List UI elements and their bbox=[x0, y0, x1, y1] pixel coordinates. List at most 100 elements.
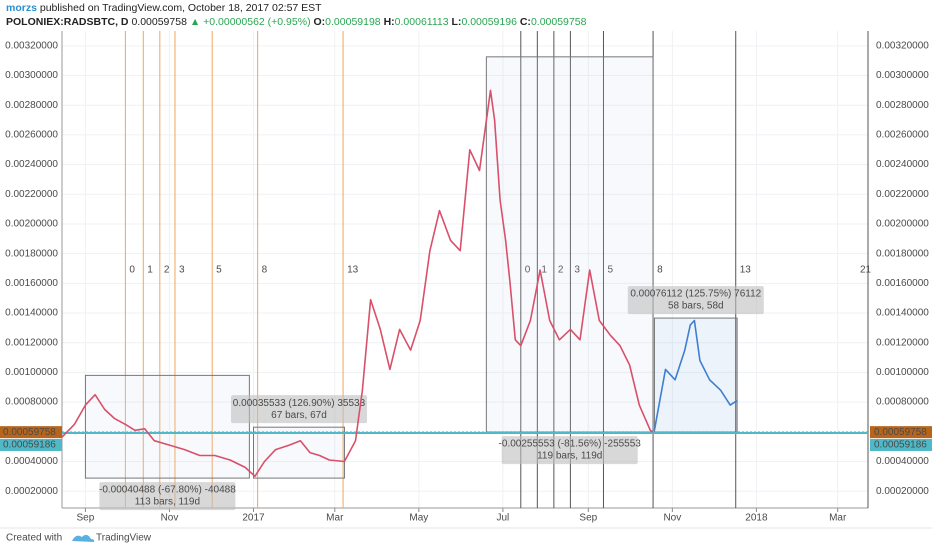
time-zone-label: 5 bbox=[216, 265, 222, 276]
x-tick-label: Nov bbox=[161, 513, 179, 524]
measure-label: 0.00035533 (126.90%) 35533 bbox=[233, 398, 366, 409]
time-zone-label: 21 bbox=[860, 265, 872, 276]
price-series bbox=[653, 319, 738, 431]
y-tick-label: 0.00120000 bbox=[5, 337, 58, 348]
x-tick-label: 2018 bbox=[745, 513, 768, 524]
price-tag-label: 0.00059758 bbox=[3, 427, 56, 438]
quote-line: POLONIEX:RADSBTC, D 0.00059758 ▲ +0.0000… bbox=[6, 16, 587, 28]
y-tick-label: 0.00100000 bbox=[5, 367, 58, 378]
y-tick-label-right: 0.00140000 bbox=[876, 308, 929, 319]
measure-label: 119 bars, 119d bbox=[537, 451, 602, 462]
x-tick-label: Sep bbox=[77, 513, 95, 524]
y-tick-label: 0.00300000 bbox=[5, 70, 58, 81]
y-tick-label: 0.00240000 bbox=[5, 159, 58, 170]
measure-label-bg bbox=[230, 395, 367, 424]
publish-line: morzs published on TradingView.com, Octo… bbox=[6, 2, 322, 14]
y-tick-label: 0.00260000 bbox=[5, 130, 58, 141]
tv-logo bbox=[72, 534, 95, 542]
measure-label: 58 bars, 58d bbox=[668, 301, 724, 312]
last-price: 0.00059758 bbox=[131, 16, 187, 28]
ohlc-h-label: H: bbox=[384, 16, 395, 28]
y-tick-label-right: 0.00040000 bbox=[876, 456, 929, 467]
ohlc-l: 0.00059196 bbox=[461, 16, 517, 28]
y-tick-label-right: 0.00180000 bbox=[876, 248, 929, 259]
price-tag bbox=[870, 426, 932, 439]
time-zone-label: 1 bbox=[147, 265, 153, 276]
x-tick-label: Nov bbox=[663, 513, 681, 524]
time-zone-label: 5 bbox=[607, 265, 613, 276]
measure-label-bg bbox=[627, 286, 764, 315]
y-tick-label-right: 0.00320000 bbox=[876, 40, 929, 51]
measure-label: 0.00076112 (125.75%) 76112 bbox=[630, 289, 761, 300]
time-zone-label: 3 bbox=[574, 265, 580, 276]
measure-box bbox=[485, 56, 654, 433]
y-tick-label-right: 0.00240000 bbox=[876, 159, 929, 170]
x-tick-label: May bbox=[409, 513, 428, 524]
price-tag-label: 0.00059186 bbox=[874, 440, 927, 451]
y-tick-label: 0.00040000 bbox=[5, 456, 58, 467]
measure-label: 113 bars, 119d bbox=[135, 497, 200, 508]
price-tag bbox=[870, 438, 932, 451]
plot-area: 0.00020000 0.00020000 0.00040000 0.00040000… bbox=[0, 31, 932, 524]
y-tick-label-right: 0.00100000 bbox=[876, 367, 929, 378]
ohlc-l-label: L: bbox=[452, 16, 462, 28]
measure-box bbox=[84, 374, 250, 479]
y-tick-label-right: 0.00080000 bbox=[876, 397, 929, 408]
y-tick-label-right: 0.00260000 bbox=[876, 130, 929, 141]
change: ▲ +0.00000562 (+0.95%) bbox=[190, 16, 311, 28]
y-tick-label-right: 0.00020000 bbox=[876, 486, 929, 497]
time-zone-label: 0 bbox=[129, 265, 135, 276]
ohlc-h: 0.00061113 bbox=[395, 16, 449, 28]
published: published on TradingView.com, October 18… bbox=[37, 2, 322, 14]
measure-label-bg bbox=[501, 436, 638, 465]
time-zone-label: 2 bbox=[558, 265, 564, 276]
ohlc-o-label: O: bbox=[314, 16, 326, 28]
brand[interactable]: TradingView bbox=[96, 533, 152, 544]
time-zone-label: 3 bbox=[179, 265, 185, 276]
author[interactable]: morzs bbox=[6, 2, 37, 14]
ohlc-c: 0.00059758 bbox=[531, 16, 587, 28]
y-tick-label-right: 0.00220000 bbox=[876, 189, 929, 200]
price-tag bbox=[0, 438, 62, 451]
y-tick-label-right: 0.00120000 bbox=[876, 337, 929, 348]
y-tick-label: 0.00220000 bbox=[5, 189, 58, 200]
y-tick-label: 0.00280000 bbox=[5, 100, 58, 111]
price-series bbox=[61, 89, 654, 478]
measure-label: -0.00040488 (-67.80%) -40488 bbox=[99, 485, 236, 496]
x-tick-label: Sep bbox=[579, 513, 597, 524]
y-tick-label-right: 0.00200000 bbox=[876, 219, 929, 230]
measure-label: -0.00255553 (-81.56%) -255553 bbox=[499, 439, 642, 450]
y-tick-label: 0.00160000 bbox=[5, 278, 58, 289]
measure-box bbox=[653, 317, 738, 433]
measure-label-bg bbox=[99, 482, 236, 511]
ohlc-o: 0.00059198 bbox=[325, 16, 381, 28]
x-tick-label: Mar bbox=[326, 513, 344, 524]
measure-box bbox=[253, 426, 345, 479]
time-zone-label: 13 bbox=[740, 265, 752, 276]
y-tick-label: 0.00020000 bbox=[5, 486, 58, 497]
y-tick-label: 0.00140000 bbox=[5, 308, 58, 319]
price-tag-label: 0.00059186 bbox=[3, 440, 56, 451]
time-zone-label: 1 bbox=[541, 265, 547, 276]
created-with: Created with bbox=[6, 533, 62, 544]
y-tick-label-right: 0.00280000 bbox=[876, 100, 929, 111]
price-tag-label: 0.00059758 bbox=[874, 427, 927, 438]
measure-label: 67 bars, 67d bbox=[271, 410, 327, 421]
x-tick-label: Jul bbox=[496, 513, 509, 524]
x-tick-label: 2017 bbox=[242, 513, 265, 524]
symbol: POLONIEX:RADSBTC, D bbox=[6, 16, 129, 28]
time-zone-label: 13 bbox=[347, 265, 359, 276]
time-zone-label: 8 bbox=[657, 265, 663, 276]
y-tick-label: 0.00320000 bbox=[5, 40, 58, 51]
time-zone-label: 2 bbox=[164, 265, 170, 276]
y-tick-label: 0.00080000 bbox=[5, 397, 58, 408]
y-tick-label: 0.00180000 bbox=[5, 248, 58, 259]
y-tick-label-right: 0.00300000 bbox=[876, 70, 929, 81]
y-tick-label-right: 0.00160000 bbox=[876, 278, 929, 289]
time-zone-label: 0 bbox=[525, 265, 531, 276]
x-tick-label: Mar bbox=[829, 513, 847, 524]
y-tick-label: 0.00200000 bbox=[5, 219, 58, 230]
time-zone-label: 8 bbox=[262, 265, 268, 276]
